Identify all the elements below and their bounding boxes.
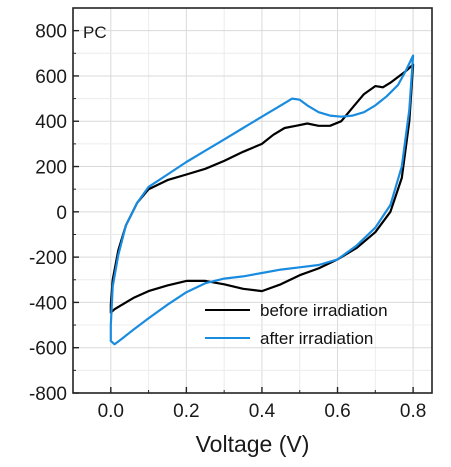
y-tick-label: -600 <box>29 339 67 360</box>
x-tick-label: 0.2 <box>173 401 199 422</box>
y-tick-label: -200 <box>29 248 67 269</box>
y-tick-label: 800 <box>35 22 67 43</box>
y-tick-label: 0 <box>56 203 67 224</box>
legend-label-after-irradiation: after irradiation <box>260 329 373 348</box>
x-tick-label: 0.4 <box>249 401 276 422</box>
y-tick-label: 400 <box>35 112 67 133</box>
axis-ticks: 0.0 0.2 0.4 0.6 0.8 -800 -600 -400 -200 0 200 400 60… <box>29 22 426 422</box>
series-layer <box>109 54 415 346</box>
x-axis-title: Voltage (V) <box>196 431 310 457</box>
y-tick-label: 600 <box>35 67 67 88</box>
y-tick-label: -400 <box>29 293 67 314</box>
x-tick-label: 0.6 <box>324 401 350 422</box>
panel-label: PC <box>83 23 107 42</box>
series-line-before-irradiation <box>109 63 415 314</box>
series-line-after-irradiation <box>109 54 415 346</box>
x-tick-label: 0.0 <box>98 401 124 422</box>
y-tick-label: 200 <box>35 158 67 179</box>
x-tick-label: 0.8 <box>400 401 426 422</box>
y-tick-label: -800 <box>29 384 67 405</box>
legend-label-before-irradiation: before irradiation <box>260 301 388 320</box>
plot-area-frame <box>72 7 433 394</box>
legend: before irradiation after irradiation <box>205 301 388 348</box>
